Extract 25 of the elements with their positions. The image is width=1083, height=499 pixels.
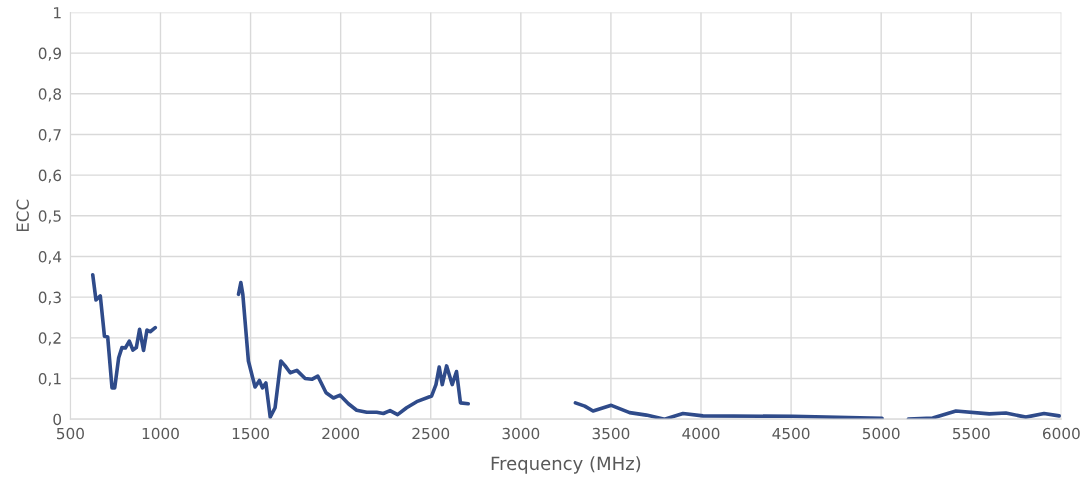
y-tick-label: 0,2 <box>38 332 61 346</box>
x-tick-label: 3000 <box>502 427 540 440</box>
y-tick-label: 1 <box>54 7 61 19</box>
y-tick-label: 0,7 <box>38 128 61 143</box>
y-tick-label: 0,5 <box>38 210 61 224</box>
x-tick-label: 5500 <box>952 427 990 440</box>
x-tick-label: 5000 <box>862 427 900 440</box>
x-tick-label: 500 <box>56 427 84 440</box>
y-tick-label: 0,6 <box>38 169 62 183</box>
x-tick-label: 2500 <box>412 427 450 440</box>
x-tick-label: 2000 <box>322 427 360 440</box>
y-axis-title: ECC <box>16 199 29 232</box>
x-tick-label: 1500 <box>232 427 269 440</box>
y-tick-label: 0,3 <box>38 291 61 305</box>
y-tick-label: 0,8 <box>38 88 62 102</box>
y-tick-label: 0,4 <box>38 250 62 265</box>
y-tick-label: 0,9 <box>38 47 61 61</box>
x-tick-label: 6000 <box>1042 427 1080 440</box>
y-tick-label: 0 <box>53 413 62 426</box>
x-axis-title: Frequency (MHz) <box>491 456 641 474</box>
x-tick-label: 4500 <box>772 427 810 440</box>
y-tick-label: 0,1 <box>38 372 61 387</box>
x-tick-label: 1000 <box>142 427 179 440</box>
x-tick-label: 4000 <box>682 427 720 440</box>
x-tick-label: 3500 <box>592 427 630 440</box>
